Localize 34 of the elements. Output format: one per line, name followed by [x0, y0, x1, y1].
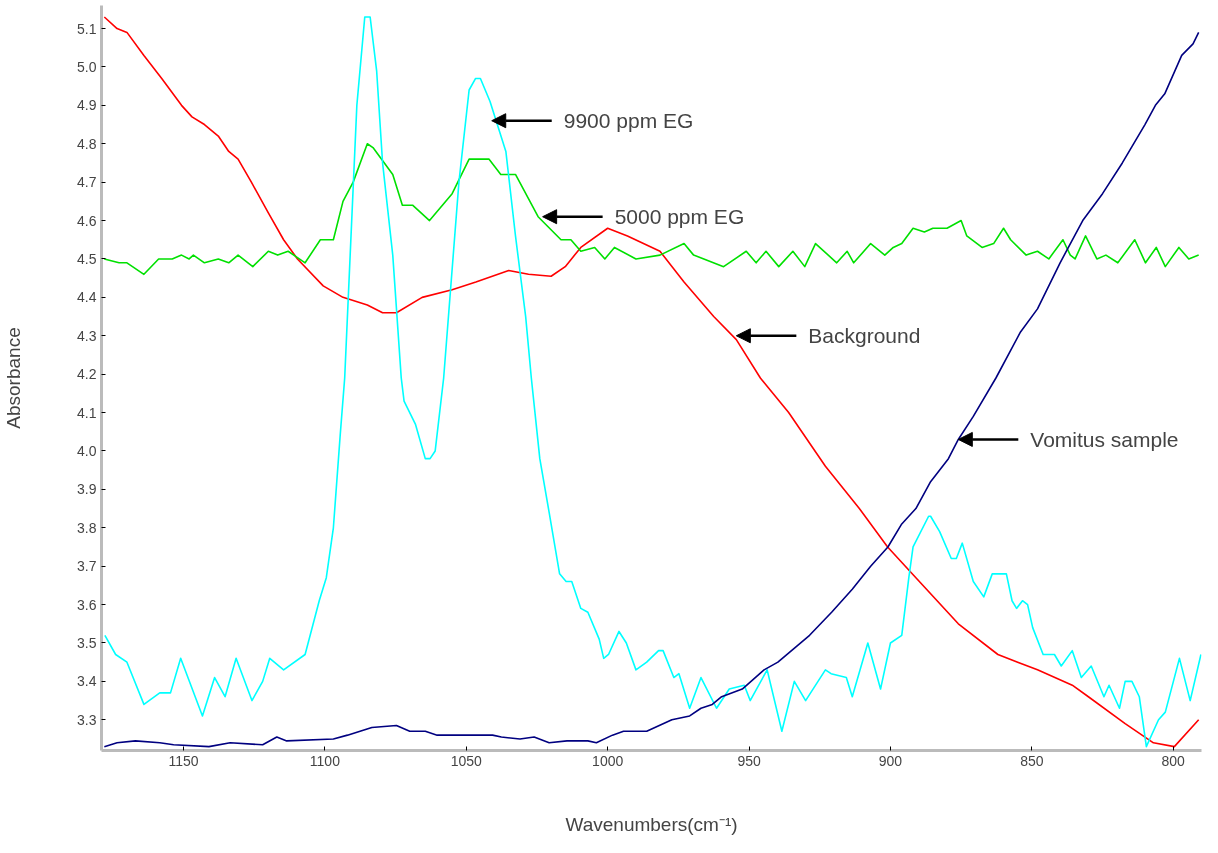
x-tick-label: 1000	[592, 752, 624, 769]
annotation: Vomitus sample	[1030, 427, 1179, 451]
x-tick-label: 1150	[168, 752, 199, 769]
line-series	[103, 142, 1200, 276]
x-tick-label: 1100	[309, 752, 341, 769]
y-tick-label: 4.0	[77, 442, 97, 459]
y-tick-label: 4.6	[77, 212, 97, 229]
x-tick-label: 850	[1020, 752, 1044, 769]
y-tick-label: 4.8	[77, 135, 97, 152]
y-tick-label: 3.4	[77, 673, 97, 690]
y-tick-label: 3.3	[77, 711, 97, 728]
annotation: 9900 ppm EG	[563, 109, 694, 133]
y-tick-label: 3.6	[77, 596, 97, 613]
y-tick-label: 5.1	[77, 20, 97, 37]
y-tick-label: 5.0	[77, 58, 97, 75]
y-tick-label: 4.3	[77, 327, 97, 344]
y-tick-label: 4.7	[77, 174, 97, 191]
y-tick-label: 4.9	[77, 97, 97, 114]
y-tick-label: 4.4	[77, 289, 97, 306]
y-axis-title: Absorbance	[3, 327, 25, 429]
x-tick-label: 1050	[450, 752, 483, 769]
y-tick-label: 3.9	[77, 481, 97, 498]
y-tick-label: 3.5	[77, 634, 97, 651]
y-tick-label: 4.1	[77, 404, 97, 421]
y-tick-label: 4.5	[77, 250, 97, 267]
annotation: 5000 ppm EG	[614, 205, 745, 229]
y-tick-label: 3.7	[77, 558, 97, 575]
x-tick-label: 800	[1161, 752, 1186, 769]
x-axis-title: Wavenumbers(cm⁻¹)	[565, 813, 738, 835]
x-tick-label: 900	[878, 752, 903, 769]
x-tick-label: 950	[737, 752, 761, 769]
y-tick-label: 3.8	[77, 519, 97, 536]
y-tick-label: 4.2	[77, 366, 97, 383]
annotation: Background	[808, 324, 921, 348]
